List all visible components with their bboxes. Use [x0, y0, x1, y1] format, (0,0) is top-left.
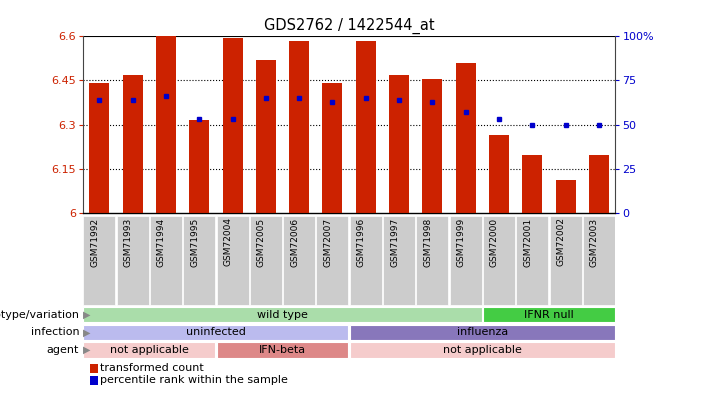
Text: GSM71996: GSM71996	[357, 217, 366, 266]
Bar	[389, 75, 409, 213]
Text: GSM71995: GSM71995	[190, 217, 199, 266]
Bar	[189, 120, 209, 213]
Bar	[422, 79, 442, 213]
Text: transformed count: transformed count	[100, 363, 204, 373]
FancyBboxPatch shape	[350, 325, 615, 340]
Text: influenza: influenza	[456, 327, 508, 337]
Text: GSM72000: GSM72000	[490, 217, 499, 266]
FancyBboxPatch shape	[250, 215, 282, 305]
FancyBboxPatch shape	[483, 215, 515, 305]
FancyBboxPatch shape	[583, 215, 615, 305]
Text: infection: infection	[31, 327, 79, 337]
FancyBboxPatch shape	[83, 343, 215, 358]
Bar	[90, 83, 109, 213]
Bar	[290, 41, 309, 213]
FancyBboxPatch shape	[350, 343, 615, 358]
Bar	[256, 60, 276, 213]
Text: agent: agent	[47, 345, 79, 355]
FancyBboxPatch shape	[383, 215, 415, 305]
Text: uninfected: uninfected	[186, 327, 246, 337]
FancyBboxPatch shape	[483, 307, 615, 322]
FancyBboxPatch shape	[416, 215, 449, 305]
Text: GSM72004: GSM72004	[224, 217, 233, 266]
Text: not applicable: not applicable	[110, 345, 189, 355]
FancyBboxPatch shape	[116, 215, 149, 305]
Text: GSM71993: GSM71993	[123, 217, 132, 266]
Text: genotype/variation: genotype/variation	[0, 309, 79, 320]
Text: GSM72005: GSM72005	[257, 217, 266, 266]
Title: GDS2762 / 1422544_at: GDS2762 / 1422544_at	[264, 17, 435, 34]
FancyBboxPatch shape	[83, 215, 116, 305]
Bar	[522, 156, 543, 213]
Text: GSM72002: GSM72002	[557, 217, 566, 266]
FancyBboxPatch shape	[83, 325, 348, 340]
Bar	[589, 156, 608, 213]
Bar	[456, 63, 475, 213]
Text: ▶: ▶	[83, 345, 91, 355]
Text: GSM72006: GSM72006	[290, 217, 299, 266]
Text: GSM71992: GSM71992	[90, 217, 100, 266]
Text: ▶: ▶	[83, 327, 91, 337]
FancyBboxPatch shape	[283, 215, 315, 305]
Text: ▶: ▶	[83, 309, 91, 320]
Text: GSM72007: GSM72007	[323, 217, 332, 266]
Bar	[123, 75, 143, 213]
FancyBboxPatch shape	[516, 215, 548, 305]
Bar	[556, 180, 576, 213]
Text: not applicable: not applicable	[443, 345, 522, 355]
Bar	[356, 41, 376, 213]
FancyBboxPatch shape	[449, 215, 482, 305]
Text: GSM71994: GSM71994	[157, 217, 166, 266]
Text: GSM72001: GSM72001	[523, 217, 532, 266]
FancyBboxPatch shape	[83, 307, 482, 322]
Text: GSM72003: GSM72003	[590, 217, 599, 266]
Bar	[489, 135, 509, 213]
Text: GSM71997: GSM71997	[390, 217, 399, 266]
FancyBboxPatch shape	[217, 343, 348, 358]
FancyBboxPatch shape	[350, 215, 382, 305]
Bar	[322, 83, 343, 213]
FancyBboxPatch shape	[316, 215, 348, 305]
Bar	[156, 36, 176, 213]
FancyBboxPatch shape	[150, 215, 182, 305]
Text: IFNR null: IFNR null	[524, 309, 573, 320]
Text: wild type: wild type	[257, 309, 308, 320]
Text: percentile rank within the sample: percentile rank within the sample	[100, 375, 288, 385]
Text: GSM71998: GSM71998	[423, 217, 433, 266]
FancyBboxPatch shape	[217, 215, 249, 305]
Text: GSM71999: GSM71999	[456, 217, 465, 266]
FancyBboxPatch shape	[183, 215, 215, 305]
Text: IFN-beta: IFN-beta	[259, 345, 306, 355]
FancyBboxPatch shape	[550, 215, 582, 305]
Bar	[223, 38, 243, 213]
